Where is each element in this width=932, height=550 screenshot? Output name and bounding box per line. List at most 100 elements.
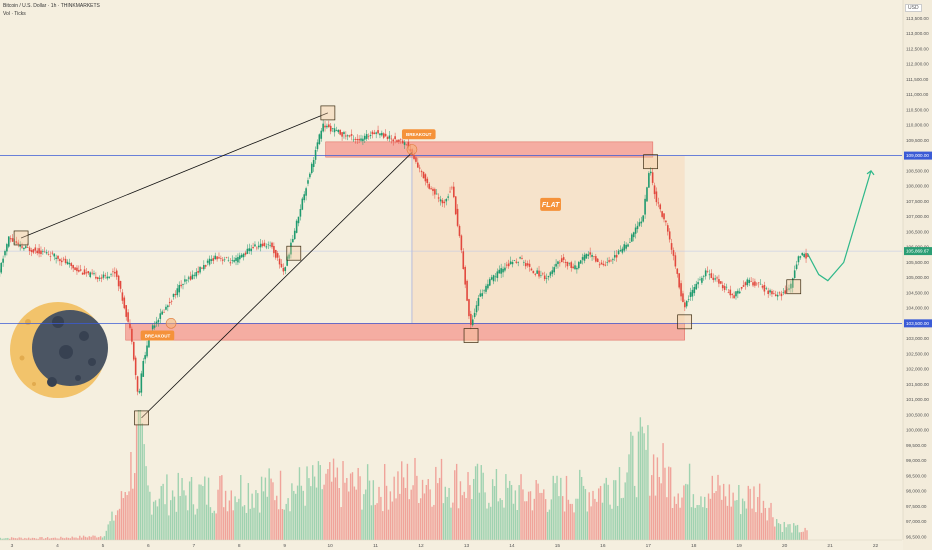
candle-body — [742, 285, 745, 287]
volume-bar — [512, 503, 515, 540]
candle-body — [731, 294, 733, 296]
candle-body — [28, 247, 31, 251]
candle-body — [282, 267, 285, 272]
price-tick-label: 100,000.00 — [906, 428, 929, 433]
candle-body — [435, 193, 438, 195]
candle-body — [284, 267, 287, 271]
candle-body — [528, 263, 531, 267]
candle-body — [458, 225, 461, 236]
candle-body — [460, 235, 463, 251]
volume-bar — [378, 486, 380, 540]
candle-body — [223, 259, 226, 261]
candle-body — [206, 260, 209, 263]
candle-body — [388, 135, 391, 139]
volume-bar — [440, 458, 443, 540]
volume-bar — [455, 463, 458, 540]
volume-bar — [315, 487, 318, 540]
candle-body — [701, 277, 703, 283]
volume-bar — [431, 506, 433, 540]
candle-body — [293, 230, 296, 240]
volume-bar — [103, 536, 106, 540]
candle-body — [759, 283, 762, 285]
candle-body — [519, 257, 521, 259]
volume-bar — [135, 424, 138, 540]
volume-bar — [243, 505, 246, 540]
volume-bar — [433, 504, 435, 540]
moon-crater — [19, 355, 25, 361]
volume-bar — [526, 501, 528, 540]
volume-bar — [60, 536, 62, 540]
price-tick-label: 102,000.00 — [906, 367, 929, 372]
volume-bar — [478, 492, 481, 540]
candle-body — [470, 313, 472, 325]
candle-body — [89, 272, 92, 278]
candle-body — [756, 283, 758, 285]
currency-badge[interactable]: USD — [905, 4, 922, 12]
volume-bar — [539, 492, 541, 540]
candle-body — [4, 251, 6, 256]
volume-bar — [783, 521, 785, 540]
marker-box — [643, 154, 658, 170]
candle-body — [689, 292, 692, 297]
candle-body — [439, 199, 442, 202]
volume-bar — [181, 478, 183, 540]
candle-body — [646, 187, 648, 202]
candle-body — [407, 141, 410, 148]
candle-body — [248, 248, 251, 251]
candle-body — [581, 257, 584, 260]
volume-bar — [238, 498, 240, 540]
candle-body — [339, 129, 341, 135]
volume-bar — [482, 472, 484, 540]
volume-bar — [245, 512, 248, 540]
marker-box — [463, 328, 479, 343]
volume-bar — [20, 537, 22, 540]
candle-body — [79, 269, 82, 271]
volume-bar — [620, 498, 623, 540]
candle-body — [524, 263, 527, 267]
volume-bar — [700, 496, 702, 540]
volume-bar — [137, 410, 140, 540]
candle-body — [184, 279, 186, 282]
volume-bar — [421, 479, 424, 540]
candle-body — [34, 247, 37, 251]
candle-body — [415, 157, 417, 162]
candle-body — [392, 139, 395, 142]
candle-body — [220, 258, 222, 259]
candle-body — [685, 300, 688, 307]
volume-bar — [446, 496, 448, 540]
volume-bar — [226, 511, 229, 540]
candle-body — [214, 255, 216, 260]
volume-bar — [633, 485, 636, 540]
volume-bar — [660, 483, 662, 540]
volume-bar — [543, 489, 545, 540]
volume-bar — [785, 527, 787, 540]
volume-bar — [552, 475, 554, 540]
volume-bar — [224, 490, 227, 540]
volume-bar — [118, 508, 121, 540]
volume-bar — [334, 477, 337, 540]
volume-bar — [649, 495, 651, 540]
volume-bar — [376, 503, 378, 540]
volume-bar — [490, 506, 492, 540]
time-tick-label: 12 — [418, 543, 424, 549]
volume-bar — [251, 493, 253, 540]
candle-body — [309, 173, 311, 178]
time-tick-label: 13 — [464, 543, 470, 549]
volume-bar — [188, 481, 191, 540]
volume-bar — [368, 480, 371, 540]
volume-bar — [283, 509, 286, 540]
trendline-1 — [141, 152, 413, 419]
candle-body — [358, 138, 360, 141]
volume-bar — [527, 491, 530, 540]
volume-bar — [94, 535, 96, 540]
volume-bar — [726, 505, 729, 540]
volume-bar — [531, 510, 534, 540]
volume-bar — [594, 498, 596, 540]
candle-body — [168, 302, 171, 304]
volume-bar — [467, 472, 469, 540]
candle-body — [303, 194, 306, 201]
candle-body — [373, 132, 376, 135]
volume-bar — [126, 495, 128, 540]
level-price-text-0: 109,000.00 — [906, 153, 929, 158]
